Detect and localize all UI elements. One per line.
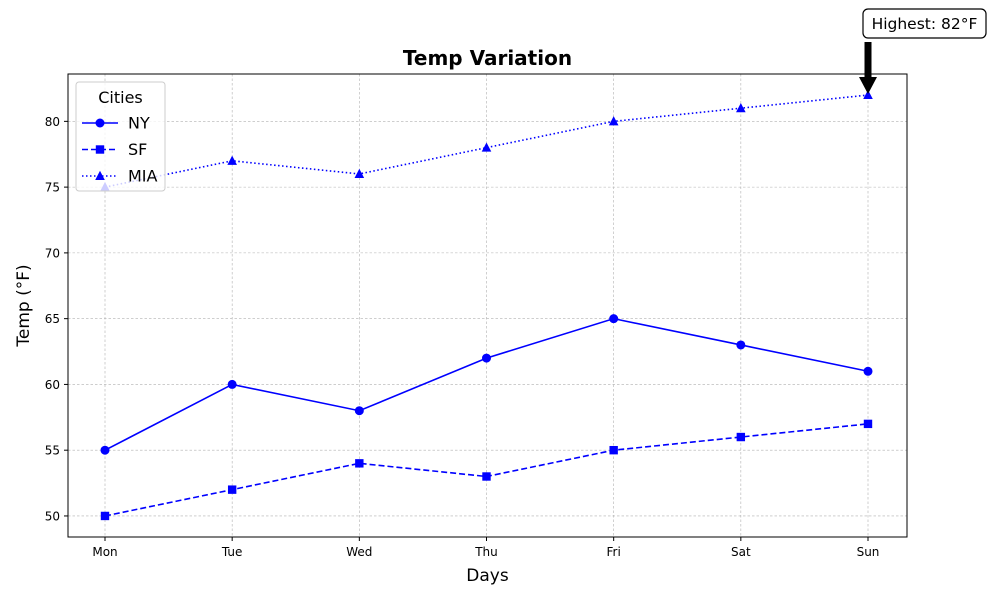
x-tick-label: Wed (346, 545, 372, 559)
annotation: Highest: 82°F (859, 8, 987, 95)
data-point-sf (863, 419, 873, 429)
data-point-ny (736, 340, 746, 350)
data-point-sf (355, 459, 364, 468)
data-point-ny (227, 379, 237, 389)
data-point-mia (863, 89, 873, 100)
data-point-sf (736, 432, 746, 442)
x-tick-label: Fri (607, 545, 621, 559)
series-sf (100, 419, 873, 521)
legend-marker-sf (95, 145, 105, 154)
annotation-arrow (859, 42, 877, 95)
data-point-ny (100, 445, 110, 455)
y-tick-label: 55 (45, 444, 60, 458)
data-point-mia (481, 142, 492, 152)
x-tick-label: Sat (731, 545, 751, 559)
data-point-sf (100, 511, 110, 521)
data-point-ny (609, 314, 619, 324)
data-point-sf (482, 472, 491, 481)
plot-area-frame (67, 73, 908, 538)
x-tick-label: Thu (474, 545, 498, 559)
data-point-sf (227, 485, 237, 494)
series-lines (100, 89, 873, 521)
y-axis-label: Temp (°F) (14, 264, 34, 347)
data-point-sf (609, 445, 618, 455)
annotation-text: Highest: 82°F (872, 15, 978, 33)
chart-title: Temp Variation (403, 46, 572, 70)
y-tick-label: 75 (45, 181, 60, 195)
legend-box (75, 81, 166, 192)
legend-label-ny: NY (128, 114, 150, 133)
data-point-mia (608, 116, 619, 126)
data-point-mia (736, 102, 746, 113)
series-mia (100, 89, 873, 192)
legend-marker-ny (95, 118, 105, 128)
legend-label-mia: MIA (128, 167, 158, 186)
data-point-mia (354, 168, 365, 178)
y-tick-label: 80 (45, 115, 60, 129)
data-point-ny (482, 353, 491, 363)
series-ny (100, 314, 873, 455)
y-tick-label: 50 (45, 509, 60, 523)
x-tick-label: Mon (92, 545, 117, 559)
legend-title: Cities (98, 88, 143, 107)
x-tick-label: Sun (857, 545, 880, 559)
legend-label-sf: SF (128, 140, 147, 159)
x-axis-label: Days (466, 566, 509, 586)
annotation-box (862, 8, 987, 39)
y-tick-label: 60 (45, 378, 60, 392)
axes: Mon Tue Wed Thu Fri Sat Sun 50 55 60 65 70 75 80 (45, 115, 880, 559)
data-point-ny (354, 406, 364, 416)
y-tick-label: 70 (45, 246, 60, 260)
data-point-ny (863, 366, 873, 376)
y-tick-label: 65 (45, 312, 60, 326)
x-tick-label: Tue (221, 545, 243, 559)
data-point-mia (227, 155, 237, 165)
legend: Cities NY SF MIA (75, 81, 166, 192)
legend-marker-mia (95, 170, 105, 180)
